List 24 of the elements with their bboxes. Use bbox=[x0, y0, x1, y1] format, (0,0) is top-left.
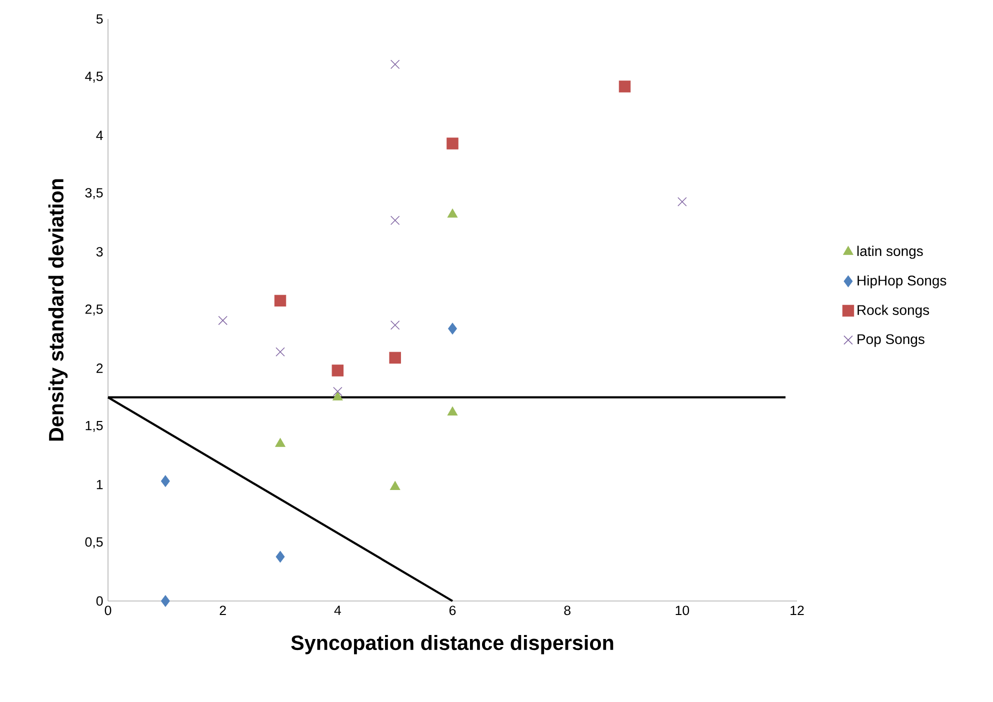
y-tick-label: 4 bbox=[96, 130, 103, 140]
y-tick-label: 2,5 bbox=[85, 304, 103, 316]
y-tick-label: 3,5 bbox=[85, 188, 103, 200]
y-tick-label: 0,5 bbox=[85, 537, 103, 548]
y-tick-label: 1,5 bbox=[86, 420, 103, 432]
y-tick-label: 5 bbox=[96, 14, 103, 24]
y-tick-label: 1 bbox=[96, 480, 103, 490]
x-tick-label: 0 bbox=[104, 606, 112, 616]
x-tick-label: 2 bbox=[220, 606, 226, 616]
x-tick-label: 4 bbox=[334, 606, 341, 615]
y-tick-label: 0 bbox=[96, 596, 103, 606]
x-tick-label: 10 bbox=[676, 606, 690, 616]
y-tick-label: 2 bbox=[96, 364, 103, 373]
y-tick-label: 3 bbox=[96, 247, 103, 257]
x-axis-title: Syncopation distance dispersion bbox=[291, 634, 614, 654]
legend-label: Pop Songs bbox=[858, 334, 924, 347]
y-axis-title: Density standard deviation bbox=[48, 179, 68, 441]
x-tick-label: 8 bbox=[564, 606, 570, 616]
legend-label: latin songs bbox=[857, 246, 923, 259]
legend-label: Rock songs bbox=[858, 304, 930, 318]
legend-label: HipHop Songs bbox=[858, 275, 946, 288]
y-tick-label: 4,5 bbox=[85, 72, 103, 83]
x-tick-label: 12 bbox=[790, 606, 804, 616]
x-tick-label: 6 bbox=[449, 606, 456, 616]
